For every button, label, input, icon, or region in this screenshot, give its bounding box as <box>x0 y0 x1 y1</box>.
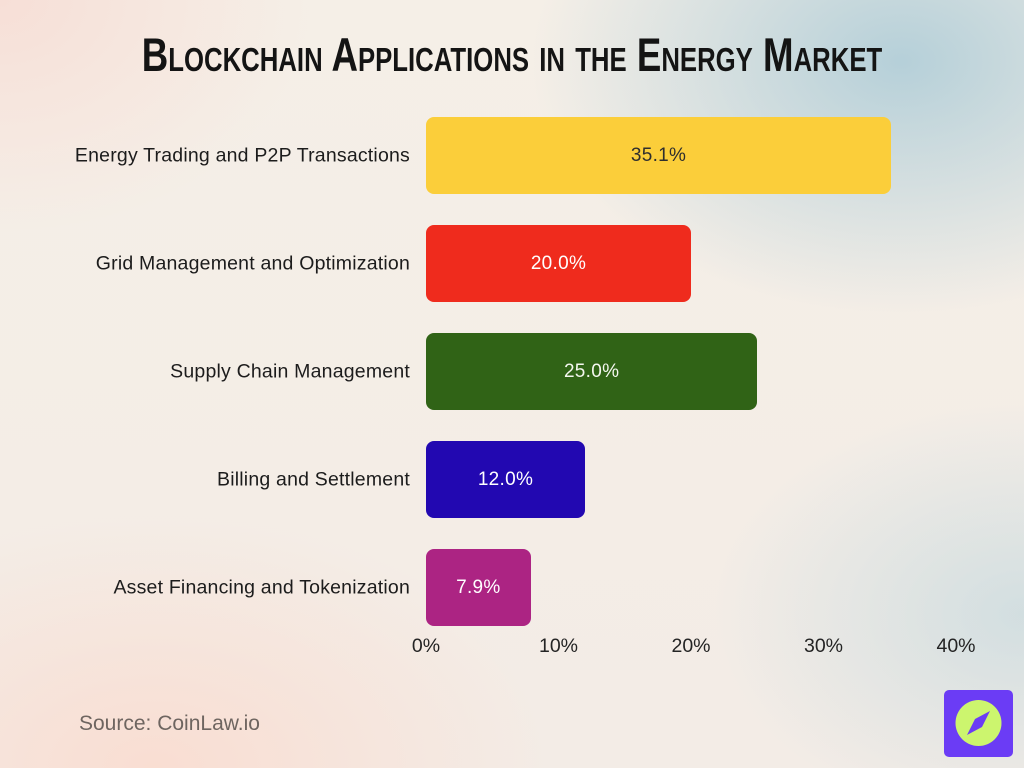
category-label: Energy Trading and P2P Transactions <box>74 144 410 166</box>
value-label: 25.0% <box>563 360 620 382</box>
category-label: Supply Chain Management <box>170 360 410 382</box>
chart-title: Blockchain Applications in the Energy Ma… <box>141 28 883 81</box>
value-label: 20.0% <box>530 252 587 274</box>
bar-row: Grid Management and Optimization 20.0% <box>0 225 1024 302</box>
x-tick-label: 40% <box>936 635 976 657</box>
coinlaw-compass-logo <box>944 690 1013 757</box>
bar-row: Billing and Settlement 12.0% <box>0 441 1024 518</box>
source-text: Source: CoinLaw.io <box>79 712 260 735</box>
bar-row: Asset Financing and Tokenization 7.9% <box>0 549 1024 626</box>
bar-chart: Energy Trading and P2P Transactions 35.1… <box>0 117 1024 677</box>
x-tick-label: 30% <box>803 635 844 657</box>
bar: 25.0% <box>426 333 758 410</box>
x-tick-label: 20% <box>671 635 711 657</box>
x-axis: 0% 10% 20% 30% 40% <box>0 635 1024 665</box>
bar-row: Energy Trading and P2P Transactions 35.1… <box>0 117 1024 194</box>
bar: 7.9% <box>426 549 531 626</box>
category-label: Asset Financing and Tokenization <box>113 576 410 598</box>
x-tick-label: 0% <box>411 635 441 657</box>
bar: 35.1% <box>426 117 892 194</box>
x-tick-label: 10% <box>538 635 579 657</box>
bar: 12.0% <box>426 441 585 518</box>
bar-row: Supply Chain Management 25.0% <box>0 333 1024 410</box>
category-label: Billing and Settlement <box>216 468 410 490</box>
compass-needle-icon <box>967 711 990 735</box>
bar: 20.0% <box>426 225 691 302</box>
value-label: 12.0% <box>477 468 534 490</box>
value-label: 7.9% <box>456 576 501 598</box>
category-label: Grid Management and Optimization <box>95 252 410 274</box>
value-label: 35.1% <box>630 144 687 166</box>
